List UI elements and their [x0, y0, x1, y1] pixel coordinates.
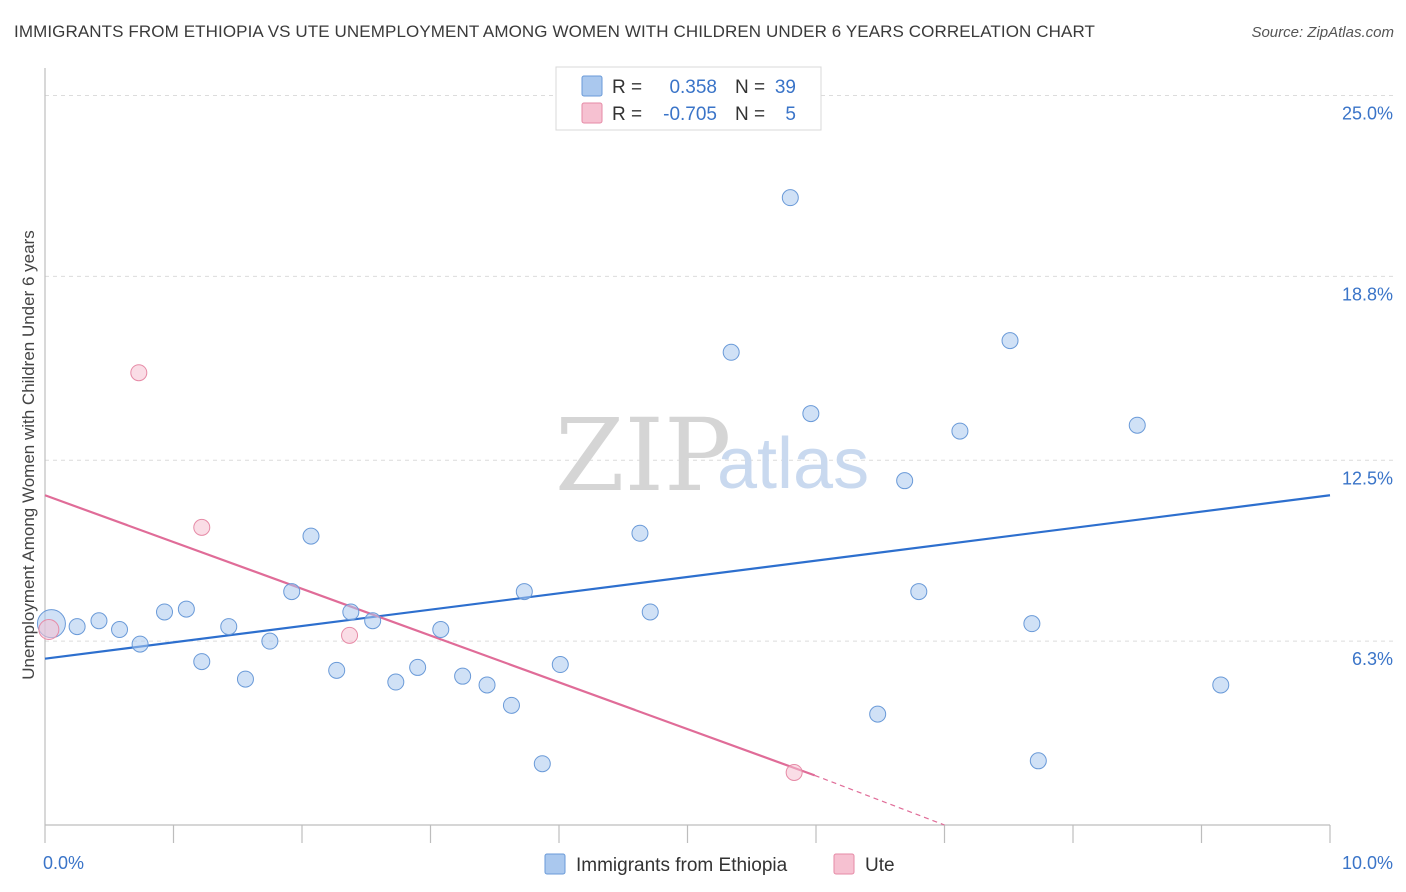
legend-r-label-1: R =	[612, 77, 642, 98]
correlation-legend: R = 0.358 N = 39 R = -0.705 N = 5	[555, 66, 822, 131]
ethiopia-point	[502, 696, 520, 714]
ethiopia-point	[869, 705, 887, 723]
ethiopia-point	[515, 583, 533, 601]
series-legend-label-ethiopia: Immigrants from Ethiopia	[576, 855, 788, 876]
axes	[44, 68, 1331, 843]
ethiopia-point	[641, 603, 659, 621]
ethiopia-point	[220, 618, 238, 636]
series-legend-swatch-ute	[833, 853, 855, 875]
ethiopia-point	[722, 343, 740, 361]
ethiopia-point	[910, 583, 928, 601]
ethiopia-point	[1001, 332, 1019, 350]
watermark-atlas: atlas	[717, 424, 869, 504]
y-tick-label: 25.0%	[1342, 104, 1393, 124]
ethiopia-point	[328, 661, 346, 679]
ethiopia-point	[551, 656, 569, 674]
ethiopia-point	[236, 670, 254, 688]
legend-n-label-2: N =	[735, 104, 765, 125]
legend-r-value-2: -0.705	[663, 104, 717, 125]
y-tick-label: 18.8%	[1342, 284, 1393, 304]
chart-source: Source: ZipAtlas.com	[1251, 24, 1394, 41]
ethiopia-point	[631, 524, 649, 542]
legend-n-value-1: 39	[775, 77, 796, 98]
watermark: ZIP atlas	[555, 397, 869, 514]
watermark-zip: ZIP	[555, 397, 731, 514]
ethiopia-point	[342, 603, 360, 621]
ute-point	[341, 626, 359, 644]
ethiopia-point	[364, 612, 382, 630]
ethiopia-point	[1212, 676, 1230, 694]
ethiopia-point	[156, 603, 174, 621]
ute-point	[130, 364, 148, 382]
ethiopia-point	[131, 635, 149, 653]
ethiopia-point	[454, 667, 472, 685]
ethiopia-point	[1023, 615, 1041, 633]
series-legend-swatch-ethiopia	[544, 853, 566, 875]
trend-line-ute	[44, 494, 816, 777]
trend-line-extension-ute	[814, 774, 945, 826]
ute-point	[38, 618, 60, 640]
y-tick-label: 6.3%	[1352, 649, 1393, 669]
data-points	[36, 189, 1230, 781]
legend-n-value-2: 5	[785, 104, 796, 125]
ethiopia-point	[533, 755, 551, 773]
legend-r-label-2: R =	[612, 104, 642, 125]
ethiopia-point	[409, 658, 427, 676]
ethiopia-point	[387, 673, 405, 691]
ethiopia-point	[90, 612, 108, 630]
series-legend: Immigrants from Ethiopia Ute	[544, 853, 895, 876]
ethiopia-point	[896, 472, 914, 490]
ethiopia-point	[283, 583, 301, 601]
ethiopia-point	[802, 405, 820, 423]
ethiopia-point	[1029, 752, 1047, 770]
trend-lines	[44, 494, 1331, 826]
trend-line-ethiopia	[44, 494, 1331, 660]
ethiopia-point	[478, 676, 496, 694]
ute-point	[193, 518, 211, 536]
ethiopia-point	[68, 618, 86, 636]
x-tick-label: 0.0%	[43, 853, 84, 873]
ethiopia-point	[111, 620, 129, 638]
ethiopia-point	[432, 620, 450, 638]
x-tick-label: 10.0%	[1342, 853, 1393, 873]
y-tick-label: 12.5%	[1342, 468, 1393, 488]
chart-title: IMMIGRANTS FROM ETHIOPIA VS UTE UNEMPLOY…	[14, 22, 1095, 41]
legend-n-label-1: N =	[735, 77, 765, 98]
ethiopia-point	[302, 527, 320, 545]
ethiopia-point	[261, 632, 279, 650]
y-tick-labels: 25.0% 18.8% 12.5% 6.3%	[1342, 104, 1393, 670]
ute-point	[785, 763, 803, 781]
y-axis-label: Unemployment Among Women with Children U…	[19, 230, 38, 679]
legend-swatch-ethiopia	[581, 75, 603, 97]
series-legend-label-ute: Ute	[865, 855, 895, 876]
legend-swatch-ute	[581, 102, 603, 124]
ethiopia-point	[951, 422, 969, 440]
grid-lines	[45, 95, 1395, 642]
ethiopia-point	[177, 600, 195, 618]
ethiopia-point	[781, 189, 799, 207]
ethiopia-point	[1128, 416, 1146, 434]
ethiopia-point	[193, 653, 211, 671]
legend-r-value-1: 0.358	[669, 77, 717, 98]
x-tick-labels: 0.0% 10.0%	[43, 853, 1393, 873]
